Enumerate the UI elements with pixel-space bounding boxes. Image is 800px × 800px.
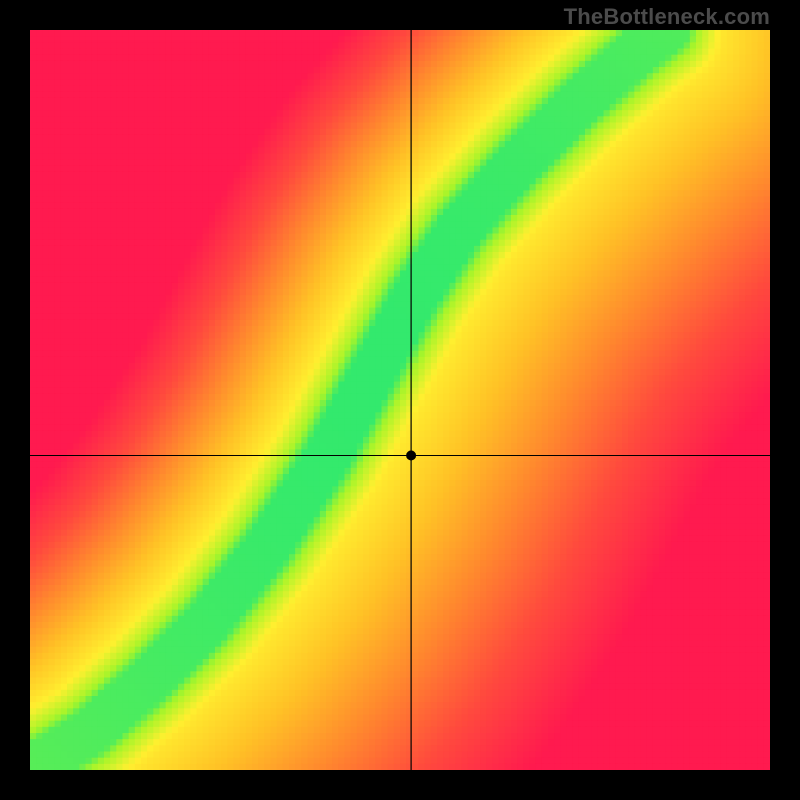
bottleneck-heatmap [0, 0, 800, 800]
attribution-text: TheBottleneck.com [564, 4, 770, 30]
chart-container: { "attribution": { "text": "TheBottlenec… [0, 0, 800, 800]
